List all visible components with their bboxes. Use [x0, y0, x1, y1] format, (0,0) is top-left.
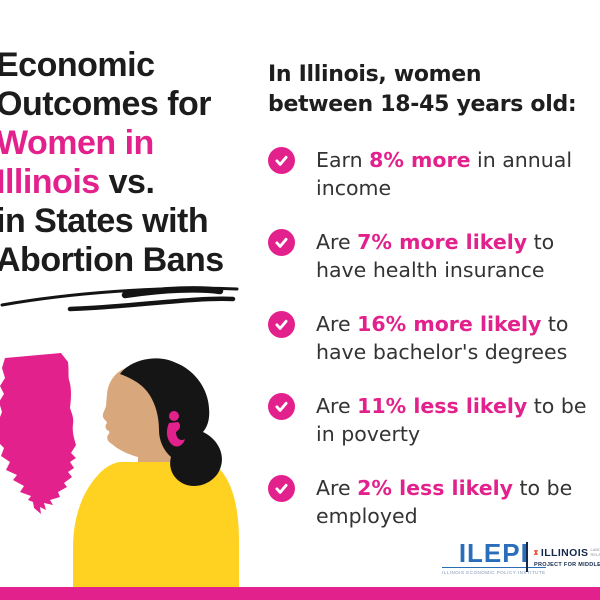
stat-text: Earn 8% more in annual income	[316, 148, 573, 200]
section-heading: In Illinois, women between 18-45 years o…	[268, 60, 598, 120]
logo-divider	[526, 542, 528, 572]
title-line-1: Economic	[0, 46, 155, 84]
stat-list: Earn 8% more in annual income Are 7% mor…	[268, 146, 600, 556]
title-line-4-black: vs.	[99, 163, 155, 201]
heading-line-2: between 18-45 years old:	[268, 92, 577, 117]
scribble-underline	[0, 286, 239, 312]
ilepi-wordmark: ILEPI	[442, 540, 546, 568]
list-item: Are 7% more likely to have health insura…	[268, 228, 600, 284]
illinois-state-shape	[0, 353, 76, 514]
check-icon	[268, 393, 295, 420]
list-item: Are 2% less likely to be employed	[268, 474, 600, 530]
list-item: Are 11% less likely to be in poverty	[268, 392, 600, 448]
stat-highlight: 7% more likely	[357, 230, 528, 254]
page-title: Economic Outcomes for Women in Illinois …	[0, 46, 256, 280]
stat-text: Are 16% more likely to have bachelor's d…	[316, 312, 569, 364]
title-line-3: Women in	[0, 124, 154, 162]
stat-highlight: 16% more likely	[357, 312, 542, 336]
check-icon	[268, 311, 295, 338]
ilepi-logo: ILEPI ILLINOIS ECONOMIC POLICY INSTITUTE	[442, 540, 546, 575]
woman-hair	[120, 358, 222, 486]
title-line-4-pink: Illinois	[0, 163, 100, 201]
stat-highlight: 2% less likely	[357, 476, 513, 500]
title-line-5: in States with	[0, 202, 209, 240]
title-line-2: Outcomes for	[0, 85, 212, 123]
stat-text: Are 7% more likely to have health insura…	[316, 230, 555, 282]
stat-text: Are 11% less likely to be in poverty	[316, 394, 587, 446]
block-i-icon	[534, 550, 538, 555]
stat-text: Are 2% less likely to be employed	[316, 476, 573, 528]
list-item: Earn 8% more in annual income	[268, 146, 600, 202]
earring	[166, 411, 185, 447]
stat-highlight: 8% more	[369, 148, 471, 172]
heading-line-1: In Illinois, women	[268, 62, 482, 87]
woman-illustration	[73, 358, 239, 588]
ilepi-tagline: ILLINOIS ECONOMIC POLICY INSTITUTE	[442, 570, 546, 575]
check-icon	[268, 229, 295, 256]
stat-highlight: 11% less likely	[357, 394, 528, 418]
title-line-4: Illinois vs.	[0, 163, 256, 202]
woman-body	[73, 462, 239, 588]
list-item: Are 16% more likely to have bachelor's d…	[268, 310, 600, 366]
illinois-sub-text: PROJECT FOR MIDDLE CL	[534, 562, 600, 568]
bottom-accent-bar	[0, 587, 600, 600]
title-line-6: Abortion Bans	[0, 241, 224, 279]
check-icon	[268, 475, 295, 502]
check-icon	[268, 147, 295, 174]
illinois-wordmark: ILLINOIS	[540, 546, 589, 559]
